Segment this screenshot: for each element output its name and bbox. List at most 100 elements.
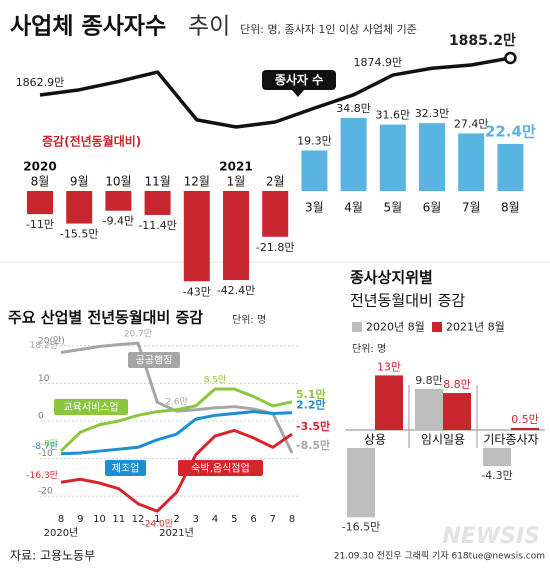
series-name: 공공행정 bbox=[136, 355, 173, 367]
x-tick-label: 6 bbox=[250, 514, 256, 525]
year-label: 2020 bbox=[23, 160, 56, 174]
series-tag bbox=[54, 399, 128, 415]
value-label: 27.4만 bbox=[454, 117, 489, 130]
year-label: 2021년 bbox=[159, 527, 194, 539]
series-line bbox=[60, 410, 293, 456]
x-tick-label: 4 bbox=[212, 514, 218, 525]
bar bbox=[443, 393, 471, 430]
year-label: 2020년 bbox=[44, 527, 79, 539]
x-tick-label: 12월 bbox=[184, 175, 210, 189]
bar bbox=[483, 448, 511, 467]
bar bbox=[27, 191, 53, 215]
bar bbox=[183, 191, 210, 282]
bar bbox=[415, 388, 443, 430]
value-label: -11만 bbox=[26, 218, 54, 231]
bar-chart-title: 증감(전년동월대비) bbox=[42, 134, 141, 149]
value-label: -42.4만 bbox=[217, 284, 256, 297]
bar bbox=[419, 123, 445, 191]
value-label: -16.5만 bbox=[342, 520, 381, 533]
x-tick-label: 11월 bbox=[144, 175, 170, 189]
x-tick-label: 상용 bbox=[364, 433, 386, 447]
bar bbox=[66, 191, 93, 224]
annotation: 종사자 수 bbox=[275, 72, 323, 87]
bar bbox=[301, 150, 328, 191]
watermark: NEWSIS bbox=[442, 524, 540, 549]
x-tick-label: 8 bbox=[289, 514, 295, 525]
value-label: -16.3만 bbox=[26, 470, 58, 481]
annotation-box bbox=[262, 70, 336, 90]
value-label: -8만 bbox=[41, 439, 58, 450]
bar bbox=[379, 124, 406, 191]
value-label: -43만 bbox=[183, 285, 211, 298]
series-name: 제조업 bbox=[112, 462, 140, 475]
value-label: 32.3만 bbox=[415, 107, 450, 120]
x-tick-label: 10월 bbox=[105, 175, 131, 189]
value-label: -24.0만 bbox=[141, 519, 173, 530]
y-tick-label: 20(만) bbox=[38, 335, 65, 346]
value-label: 1874.9만 bbox=[353, 56, 402, 69]
chart-title: 주요 산업별 전년동월대비 증감 bbox=[8, 309, 203, 327]
bar bbox=[511, 427, 539, 430]
x-tick-label: 6월 bbox=[423, 201, 442, 215]
series-tag bbox=[128, 352, 180, 368]
bar bbox=[347, 448, 375, 518]
legend-swatch bbox=[432, 322, 442, 332]
x-tick-label: 2월 bbox=[266, 175, 285, 189]
series-tag bbox=[178, 460, 263, 476]
y-tick-label: 0 bbox=[38, 411, 44, 421]
series-line bbox=[60, 428, 293, 513]
value-label: 1862.9만 bbox=[16, 76, 65, 89]
source: 자료: 고용노동부 bbox=[10, 549, 95, 563]
value-label: -3.5만 bbox=[296, 419, 330, 433]
value-label: 2.2만 bbox=[296, 398, 326, 412]
x-tick-label: 기타종사자 bbox=[483, 433, 538, 447]
value-label: 13만 bbox=[377, 360, 401, 373]
x-tick-label: 2 bbox=[173, 514, 179, 525]
x-tick-label: 7 bbox=[270, 514, 276, 525]
x-tick-label: 5 bbox=[231, 514, 237, 525]
value-label: 31.6만 bbox=[375, 109, 410, 122]
x-tick-label: 12 bbox=[132, 514, 145, 525]
series-tag bbox=[105, 460, 146, 476]
x-tick-label: 1 bbox=[154, 514, 160, 525]
end-marker bbox=[504, 51, 517, 65]
total-line bbox=[39, 56, 511, 129]
value-label: 8.5만 bbox=[204, 375, 227, 386]
x-tick-label: 8월 bbox=[31, 175, 50, 189]
series-name: 교육서비스업 bbox=[63, 401, 118, 414]
annotation-arrow bbox=[292, 90, 304, 97]
value-label: 20.7만 bbox=[124, 329, 152, 340]
value-label: 22.4만 bbox=[485, 122, 536, 140]
value-label: 34.8만 bbox=[336, 102, 371, 115]
bar bbox=[340, 117, 367, 191]
x-tick-label: 5월 bbox=[383, 201, 402, 215]
unit-label: 단위: 명 bbox=[352, 342, 386, 355]
bar bbox=[105, 191, 132, 211]
bar bbox=[262, 191, 289, 237]
chart-subtitle: 전년동월대비 증감 bbox=[350, 292, 465, 310]
value-label: 18.2만 bbox=[30, 340, 58, 351]
series-line bbox=[59, 387, 293, 453]
x-tick-label: 11 bbox=[112, 514, 125, 525]
x-tick-label: 임시일용 bbox=[421, 433, 465, 447]
chart-title: 종사상지위별 bbox=[350, 269, 433, 287]
value-label: -11.4만 bbox=[138, 219, 177, 232]
credit: 21.09.30 전진우 그래픽 기자 618tue@newsis.com bbox=[334, 551, 545, 562]
x-tick-label: 1월 bbox=[227, 175, 246, 189]
value-label: -21.8만 bbox=[256, 241, 295, 254]
x-tick-label: 3 bbox=[193, 514, 199, 525]
title: 사업체 종사자수 bbox=[10, 14, 166, 40]
value-label: -8.5만 bbox=[296, 438, 330, 452]
x-tick-label: 7월 bbox=[462, 201, 481, 215]
value-label: 5.1만 bbox=[296, 387, 326, 401]
value-label: 2.6만 bbox=[165, 397, 188, 408]
value-label: -9.4만 bbox=[103, 215, 135, 228]
x-tick-label: 10 bbox=[93, 514, 106, 525]
bar bbox=[223, 191, 249, 281]
value-label: 8.8만 bbox=[443, 378, 471, 391]
value-label: 19.3만 bbox=[297, 134, 332, 147]
bar bbox=[375, 375, 403, 430]
value-label: 0.5만 bbox=[511, 413, 539, 426]
